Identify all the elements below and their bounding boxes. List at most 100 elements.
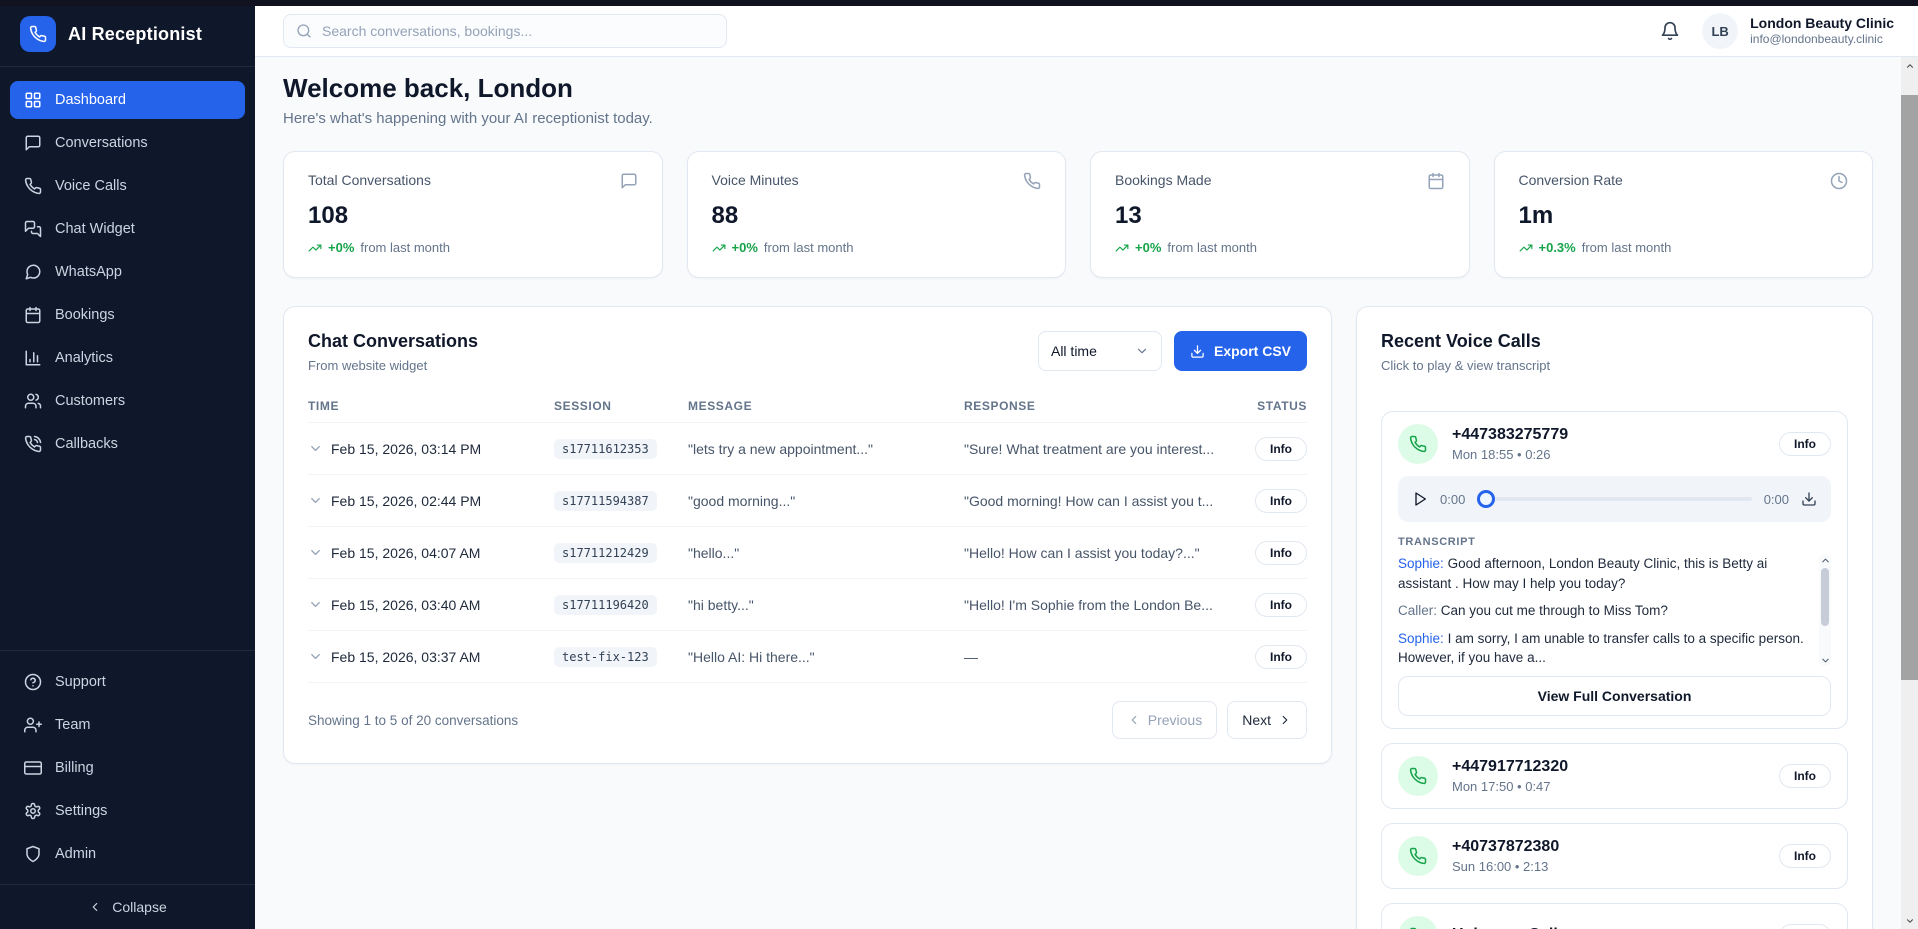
sidebar-item-bookings[interactable]: Bookings: [10, 296, 245, 334]
slider-thumb[interactable]: [1477, 490, 1496, 508]
previous-page-button[interactable]: Previous: [1111, 701, 1218, 739]
sidebar-item-admin[interactable]: Admin: [10, 835, 245, 873]
voice-call-card[interactable]: +447917712320 Mon 17:50 • 0:47 Info: [1381, 743, 1848, 809]
view-full-conversation-button[interactable]: View Full Conversation: [1398, 676, 1831, 716]
sidebar-item-team[interactable]: Team: [10, 706, 245, 744]
scrollbar-thumb[interactable]: [1821, 568, 1829, 626]
next-page-button[interactable]: Next: [1227, 701, 1307, 739]
transcript-text: Good afternoon, London Beauty Clinic, th…: [1398, 556, 1768, 591]
scrollbar-track[interactable]: [1821, 566, 1829, 654]
sidebar-item-label: Chat Widget: [55, 221, 135, 237]
table-row[interactable]: Feb 15, 2026, 03:37 AM test-fix-123 "Hel…: [308, 631, 1307, 683]
time-filter-select[interactable]: All time: [1037, 331, 1162, 371]
call-meta: Mon 17:50 • 0:47: [1452, 779, 1551, 794]
info-button[interactable]: Info: [1779, 924, 1831, 929]
phone-icon[interactable]: [1398, 424, 1438, 464]
sidebar-item-callbacks[interactable]: Callbacks: [10, 425, 245, 463]
topbar-right: LB London Beauty Clinic info@londonbeaut…: [1660, 13, 1894, 49]
table-row[interactable]: Feb 15, 2026, 04:07 AM s17711212429 "hel…: [308, 527, 1307, 579]
table-row[interactable]: Feb 15, 2026, 03:40 AM s17711196420 "hi …: [308, 579, 1307, 631]
table-row[interactable]: Feb 15, 2026, 03:14 PM s17711612353 "let…: [308, 423, 1307, 475]
user-meta: London Beauty Clinic info@londonbeauty.c…: [1750, 15, 1894, 48]
search-input[interactable]: [322, 23, 714, 39]
help-circle-icon: [24, 673, 42, 691]
info-button[interactable]: Info: [1779, 764, 1831, 788]
chevron-down-icon[interactable]: [308, 493, 323, 508]
search-box: [283, 14, 727, 48]
scroll-down-icon[interactable]: [1901, 912, 1918, 929]
conversations-table: TIME SESSION MESSAGE RESPONSE STATUS Feb…: [308, 389, 1307, 683]
info-button[interactable]: Info: [1255, 644, 1307, 669]
stat-delta: +0.3%: [1538, 240, 1576, 255]
voice-call-card[interactable]: Unknown Caller Info: [1381, 903, 1848, 929]
page-title: Welcome back, London: [283, 73, 573, 103]
phone-icon: [24, 177, 42, 195]
table-row[interactable]: Feb 15, 2026, 02:44 PM s17711594387 "goo…: [308, 475, 1307, 527]
scroll-up-icon[interactable]: [1820, 554, 1831, 566]
transcript-text: Can you cut me through to Miss Tom?: [1440, 603, 1668, 619]
play-icon[interactable]: [1412, 491, 1428, 507]
row-response: "Sure! What treatment are you interest..…: [964, 440, 1215, 457]
stat-value: 88: [711, 202, 739, 229]
sidebar-item-dashboard[interactable]: Dashboard: [10, 81, 245, 119]
scrollbar-thumb[interactable]: [1901, 95, 1918, 680]
topbar: LB London Beauty Clinic info@londonbeaut…: [255, 0, 1918, 57]
sidebar-item-billing[interactable]: Billing: [10, 749, 245, 787]
transcript-scrollbar[interactable]: [1819, 554, 1831, 666]
sidebar-item-analytics[interactable]: Analytics: [10, 339, 245, 377]
sidebar-item-customers[interactable]: Customers: [10, 382, 245, 420]
audio-player: 0:00 0:00: [1398, 476, 1831, 522]
stat-label: Bookings Made: [1115, 172, 1212, 188]
chevron-down-icon[interactable]: [308, 545, 323, 560]
main-content: Welcome back, London Here's what's happe…: [255, 57, 1901, 929]
voice-call-card[interactable]: +40737872380 Sun 16:00 • 2:13 Info: [1381, 823, 1848, 889]
bell-icon[interactable]: [1660, 21, 1680, 41]
sidebar-nav: Dashboard Conversations Voice Calls Chat…: [0, 67, 255, 468]
trending-up-icon: [712, 241, 726, 255]
call-number: Unknown Caller: [1452, 926, 1573, 929]
sidebar-item-voice-calls[interactable]: Voice Calls: [10, 167, 245, 205]
page-scrollbar[interactable]: [1901, 57, 1918, 929]
sidebar-collapse-button[interactable]: Collapse: [0, 884, 255, 929]
sidebar-item-chat-widget[interactable]: Chat Widget: [10, 210, 245, 248]
info-button[interactable]: Info: [1255, 488, 1307, 513]
calendar-icon: [24, 306, 42, 324]
sidebar-item-label: Voice Calls: [55, 178, 127, 194]
export-csv-button[interactable]: Export CSV: [1173, 331, 1307, 371]
scroll-up-icon[interactable]: [1901, 57, 1918, 74]
info-button[interactable]: Info: [1779, 432, 1831, 456]
bar-chart-icon: [24, 349, 42, 367]
phone-icon: [1023, 172, 1041, 190]
sidebar-item-label: Billing: [55, 760, 94, 776]
clock-icon: [1830, 172, 1848, 190]
sidebar-item-settings[interactable]: Settings: [10, 792, 245, 830]
info-button[interactable]: Info: [1255, 436, 1307, 461]
download-icon[interactable]: [1801, 491, 1817, 507]
info-button[interactable]: Info: [1255, 540, 1307, 565]
info-button[interactable]: Info: [1779, 844, 1831, 868]
stat-value: 1m: [1518, 202, 1554, 229]
row-message: "hi betty...": [688, 596, 754, 613]
seek-slider[interactable]: [1477, 490, 1752, 508]
chevron-down-icon[interactable]: [308, 441, 323, 456]
info-button[interactable]: Info: [1255, 592, 1307, 617]
sidebar-item-label: Customers: [55, 393, 126, 409]
sidebar-item-support[interactable]: Support: [10, 663, 245, 701]
panel-subtitle: From website widget: [308, 358, 428, 373]
avatar: LB: [1702, 13, 1739, 49]
chevron-down-icon[interactable]: [308, 597, 323, 612]
chevron-down-icon[interactable]: [308, 649, 323, 664]
transcript-text: I am sorry, I am unable to transfer call…: [1398, 630, 1804, 666]
scroll-down-icon[interactable]: [1820, 654, 1831, 666]
page-subtitle: Here's what's happening with your AI rec…: [283, 110, 653, 127]
sidebar-item-conversations[interactable]: Conversations: [10, 124, 245, 162]
user-menu[interactable]: LB London Beauty Clinic info@londonbeaut…: [1702, 13, 1894, 49]
sidebar-item-label: Settings: [55, 803, 108, 819]
sidebar-item-whatsapp[interactable]: WhatsApp: [10, 253, 245, 291]
panel-title: Recent Voice Calls: [1381, 331, 1541, 351]
window-top-edge: [0, 0, 1918, 6]
column-header-status: STATUS: [1257, 398, 1307, 413]
sidebar-item-label: Admin: [55, 846, 97, 862]
previous-label: Previous: [1147, 712, 1203, 728]
stat-card-voice-minutes: Voice Minutes 88 +0% from last month: [686, 151, 1066, 278]
